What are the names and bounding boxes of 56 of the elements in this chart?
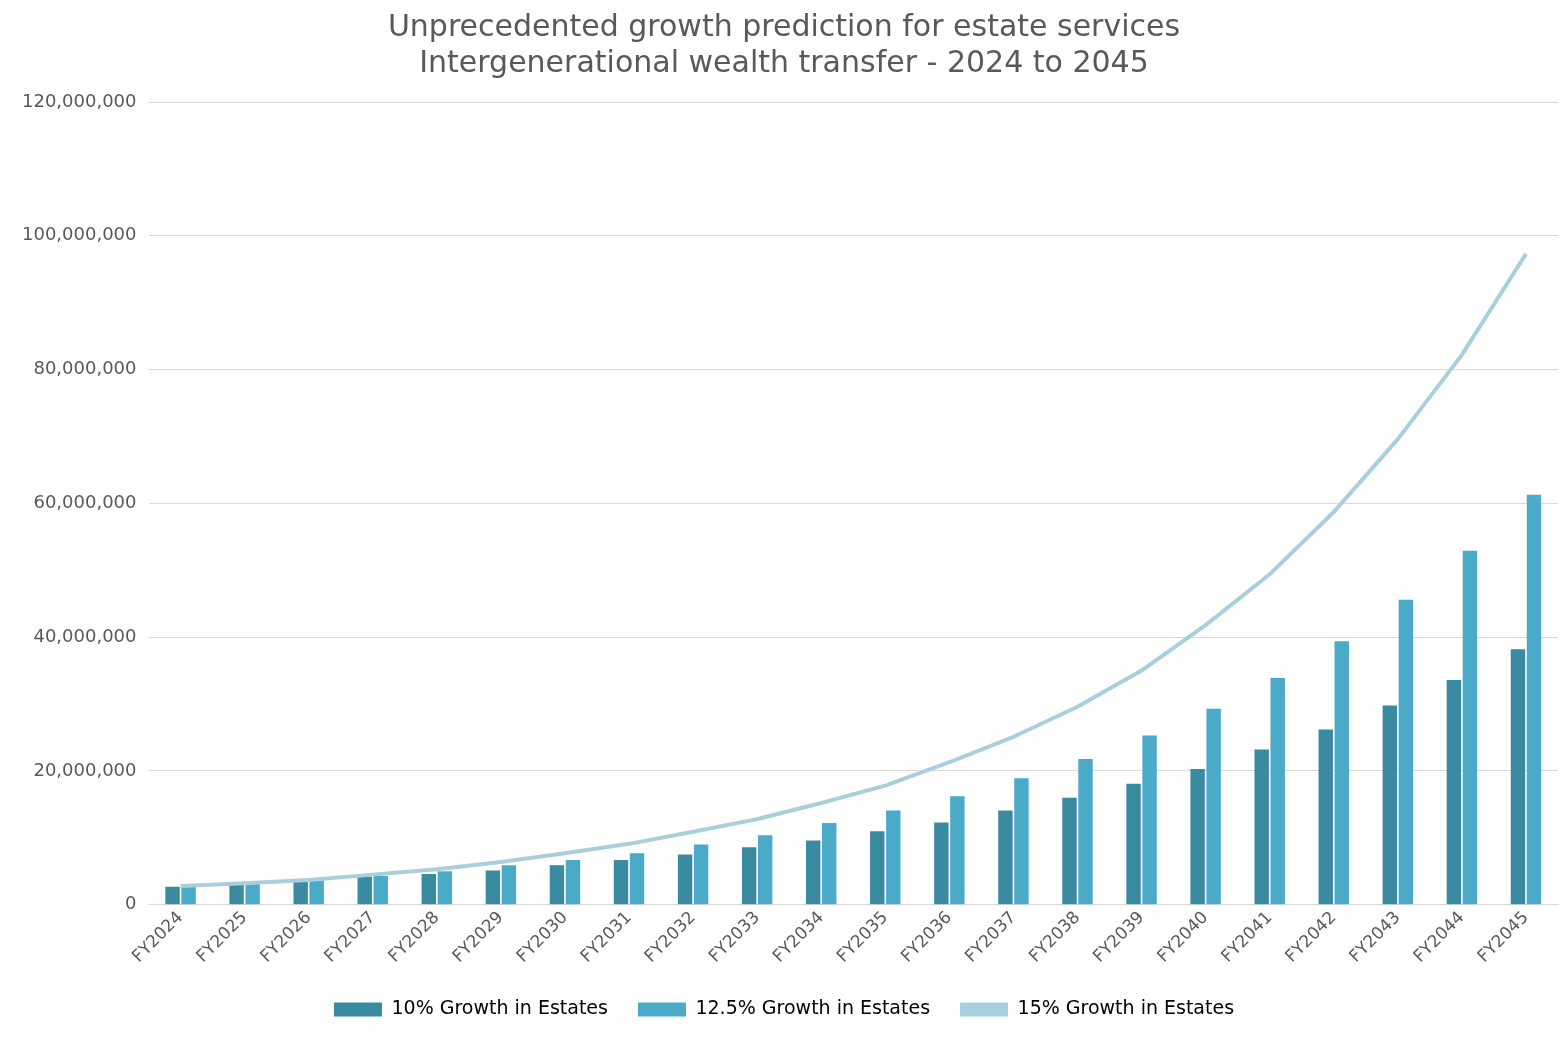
bar bbox=[165, 886, 180, 905]
bar bbox=[1126, 783, 1141, 905]
bar bbox=[934, 822, 949, 905]
y-tick-label: 40,000,000 bbox=[33, 624, 137, 646]
legend-label: 15% Growth in Estates bbox=[1017, 996, 1235, 1019]
bar bbox=[886, 810, 901, 905]
y-tick-label: 0 bbox=[125, 892, 137, 914]
bar bbox=[501, 865, 517, 905]
bar bbox=[1190, 768, 1205, 905]
bar bbox=[629, 853, 645, 905]
bar bbox=[1062, 797, 1077, 905]
bar bbox=[1446, 679, 1462, 905]
bar bbox=[1254, 749, 1269, 905]
bar bbox=[1510, 649, 1526, 905]
bar bbox=[549, 865, 565, 905]
y-tick-label: 80,000,000 bbox=[33, 357, 137, 379]
bar bbox=[757, 835, 773, 905]
bar bbox=[950, 796, 965, 905]
y-tick-label: 100,000,000 bbox=[22, 223, 137, 245]
bar bbox=[1142, 735, 1157, 905]
bar bbox=[437, 871, 453, 905]
bar bbox=[373, 875, 388, 905]
bar bbox=[181, 886, 196, 905]
y-tick-label: 20,000,000 bbox=[33, 758, 137, 780]
bar bbox=[1526, 494, 1542, 905]
bar bbox=[998, 810, 1013, 905]
bar bbox=[870, 831, 885, 905]
bar bbox=[1014, 778, 1029, 905]
y-tick-label: 120,000,000 bbox=[22, 89, 137, 111]
bar bbox=[1334, 641, 1349, 905]
bar bbox=[1206, 708, 1221, 905]
bar bbox=[357, 876, 372, 905]
bar bbox=[822, 823, 837, 905]
y-tick-label: 60,000,000 bbox=[33, 491, 137, 513]
bar bbox=[677, 854, 693, 905]
bar bbox=[741, 847, 757, 905]
bar bbox=[613, 859, 629, 905]
bar bbox=[1078, 758, 1093, 905]
text: Intergenerational wealth transfer - 2024 to 2045 bbox=[419, 43, 1149, 79]
legend-label: 12.5% Growth in Estates bbox=[695, 996, 931, 1019]
bar bbox=[565, 859, 581, 905]
text: Unprecedented growth prediction for estate services bbox=[387, 7, 1181, 43]
bar bbox=[1382, 705, 1398, 905]
bar bbox=[1318, 729, 1333, 905]
bar bbox=[485, 870, 501, 905]
bar bbox=[1270, 677, 1285, 905]
bar bbox=[693, 844, 709, 905]
bar bbox=[806, 840, 821, 905]
bar bbox=[309, 879, 324, 905]
bar bbox=[1462, 550, 1478, 905]
bar bbox=[1398, 599, 1414, 905]
bar bbox=[229, 884, 244, 905]
legend-label: 10% Growth in Estates bbox=[391, 996, 608, 1019]
bar bbox=[245, 883, 260, 905]
bar bbox=[293, 881, 308, 905]
bar bbox=[421, 873, 437, 905]
